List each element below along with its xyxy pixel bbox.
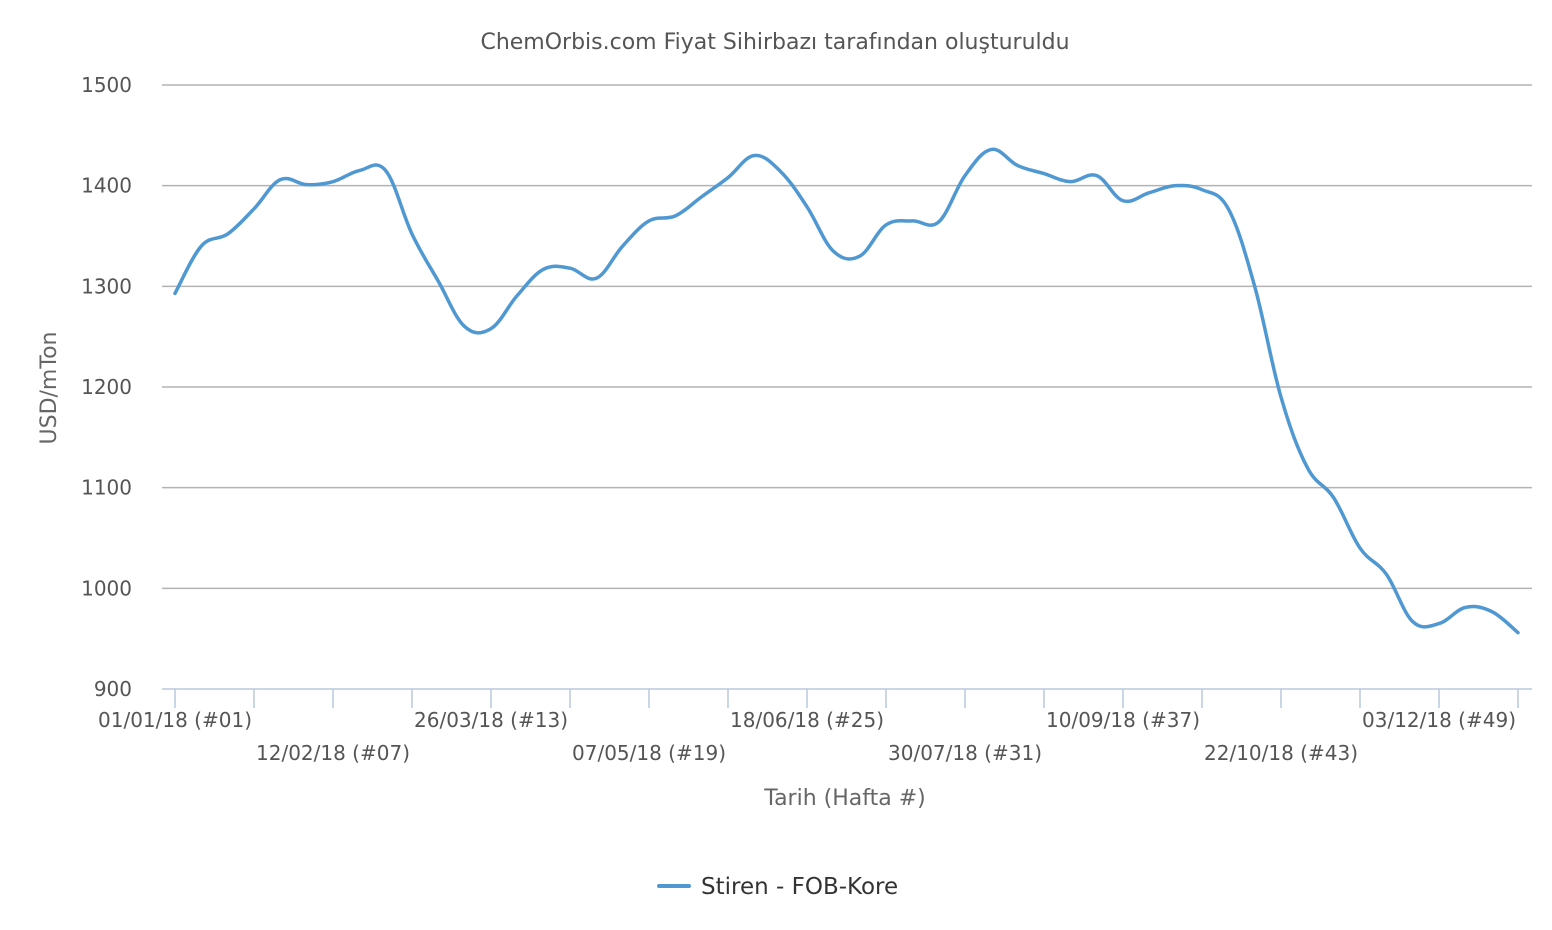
y-axis-label: USD/mTon [37, 332, 62, 445]
x-tick-label: 30/07/18 (#31) [888, 741, 1042, 765]
series-line-0 [173, 147, 1520, 635]
legend[interactable]: Stiren - FOB-Kore [657, 874, 898, 900]
y-tick-label: 1400 [81, 174, 132, 198]
x-tick-label: 12/02/18 (#07) [256, 741, 410, 765]
x-tick-label: 03/12/18 (#49) [1362, 708, 1516, 732]
x-tick-label: 18/06/18 (#25) [730, 708, 884, 732]
y-tick-label: 900 [94, 677, 132, 701]
y-tick-label: 1000 [81, 576, 132, 600]
y-tick-label: 1500 [81, 73, 132, 97]
x-tick-label: 01/01/18 (#01) [98, 708, 252, 732]
x-tick-label: 26/03/18 (#13) [414, 708, 568, 732]
x-axis-label: Tarih (Hafta #) [763, 786, 925, 811]
x-tick-label: 07/05/18 (#19) [572, 741, 726, 765]
legend-label: Stiren - FOB-Kore [701, 874, 898, 900]
y-tick-label: 1200 [81, 375, 132, 399]
x-tick-label: 22/10/18 (#43) [1204, 741, 1358, 765]
y-tick-label: 1100 [81, 476, 132, 500]
x-tick-label: 10/09/18 (#37) [1046, 708, 1200, 732]
series-layer [173, 147, 1520, 635]
x-axis: 01/01/18 (#01)12/02/18 (#07)26/03/18 (#1… [98, 688, 1532, 765]
y-axis-ticks: 900 1000 1100 1200 1300 1400 1500 [81, 73, 132, 701]
chart-title: ChemOrbis.com Fiyat Sihirbazı tarafından… [480, 30, 1069, 55]
grid-layer [162, 84, 1532, 590]
y-tick-label: 1300 [81, 274, 132, 298]
